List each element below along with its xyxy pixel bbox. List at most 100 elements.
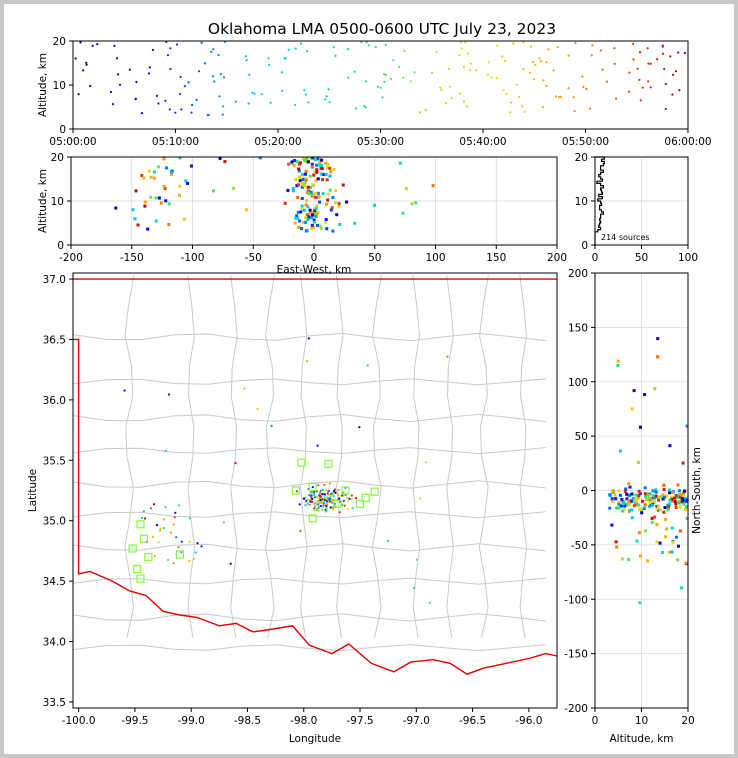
time-source-point	[647, 62, 650, 65]
ns-source-point	[608, 493, 612, 497]
time-source-point	[168, 108, 171, 111]
map-x-tick-label: -99.0	[178, 715, 205, 727]
ew-source-point	[315, 170, 319, 174]
time-source-point	[211, 75, 215, 78]
ew-x-tick-label: -50	[245, 252, 262, 264]
ew-source-point	[373, 203, 376, 207]
ew-source-point	[321, 173, 325, 176]
ew-source-point	[307, 187, 311, 191]
ew-source-point	[311, 226, 315, 230]
ns-source-point	[654, 494, 658, 498]
ew-source-point	[304, 216, 308, 219]
time-source-point	[402, 76, 405, 79]
time-source-point	[175, 43, 179, 46]
time-source-point	[174, 111, 177, 114]
time-source-point	[347, 47, 350, 51]
ns-source-point	[668, 491, 671, 495]
county-boundary	[264, 275, 275, 639]
map-y-axis-label: Latitude	[27, 469, 39, 512]
map-source-point	[358, 426, 361, 429]
map-source-point	[309, 491, 312, 494]
county-boundary	[519, 275, 528, 638]
ew-source-point	[147, 169, 151, 173]
ew-source-point	[149, 175, 153, 179]
time-source-point	[244, 55, 247, 58]
time-source-point	[334, 54, 337, 58]
ew-source-point	[337, 204, 341, 208]
county-boundary	[72, 447, 546, 455]
ew-source-point	[297, 167, 301, 171]
ns-source-point	[637, 460, 640, 464]
map-x-tick-label: -98.5	[234, 715, 261, 727]
ew-source-point	[311, 156, 314, 160]
ns-y-tick-label: 150	[568, 322, 588, 334]
ns-source-point	[676, 483, 680, 487]
ew-source-point	[320, 158, 324, 162]
lma-station-marker	[136, 520, 145, 529]
map-source-point	[325, 506, 328, 509]
time-source-point	[383, 80, 386, 83]
ns-source-point	[678, 501, 681, 505]
map-source-point	[317, 500, 320, 503]
ew-source-point	[167, 223, 171, 226]
ew-source-point	[170, 173, 173, 176]
ew-source-point	[178, 184, 182, 188]
ns-source-point	[643, 486, 647, 490]
time-source-point	[303, 89, 306, 92]
time-source-point	[475, 69, 478, 72]
time-source-point	[89, 84, 92, 88]
county-boundary	[187, 275, 196, 638]
map-source-point	[164, 449, 167, 453]
time-source-point	[512, 42, 515, 45]
ns-source-point	[630, 407, 634, 411]
county-boundary	[72, 413, 546, 423]
ew-source-point	[330, 206, 334, 210]
time-source-point	[180, 108, 183, 111]
time-source-point	[210, 50, 213, 54]
ns-source-point	[620, 498, 624, 501]
time-source-point	[157, 102, 160, 105]
ns-source-point	[662, 488, 666, 491]
time-source-point	[268, 63, 271, 67]
ns-source-point	[650, 503, 654, 507]
ew-source-point	[292, 189, 296, 193]
hist-y-tick-label: 0	[581, 240, 588, 252]
ew-source-point	[305, 229, 309, 233]
map-source-point	[319, 489, 322, 492]
time-source-point	[661, 44, 664, 47]
time-source-point	[267, 57, 270, 60]
ew-source-point	[291, 186, 295, 190]
ew-source-point	[297, 169, 301, 173]
lma-station-marker	[361, 493, 370, 502]
ew-source-point	[146, 227, 150, 231]
ew-source-point	[292, 163, 296, 167]
map-source-point	[310, 494, 313, 497]
ns-source-point	[643, 503, 647, 507]
time-source-point	[509, 111, 512, 114]
ew-source-point	[308, 211, 312, 215]
lma-station-marker	[308, 514, 317, 523]
ns-source-point	[651, 499, 654, 503]
ns-source-point	[656, 504, 660, 508]
time-source-point	[669, 55, 672, 58]
ns-source-point	[653, 515, 657, 519]
ns-source-point	[644, 529, 647, 533]
time-source-point	[505, 92, 508, 95]
ns-source-point	[624, 502, 628, 506]
time-source-point	[293, 103, 296, 107]
ns-source-point	[617, 500, 621, 504]
map-source-point	[310, 496, 313, 499]
map-source-point	[295, 490, 298, 493]
map-y-tick-label: 35.0	[43, 516, 66, 528]
ns-source-point	[647, 496, 651, 500]
time-source-point	[448, 85, 451, 88]
ew-source-point	[301, 172, 305, 176]
time-source-point	[601, 68, 604, 71]
ew-source-point	[310, 162, 314, 166]
ew-source-point	[312, 220, 316, 224]
ew-source-point	[410, 202, 414, 206]
time-source-point	[469, 62, 473, 65]
map-source-point	[325, 499, 328, 503]
ns-y-axis-label: North-South, km	[691, 447, 703, 534]
ew-source-point	[303, 159, 307, 163]
